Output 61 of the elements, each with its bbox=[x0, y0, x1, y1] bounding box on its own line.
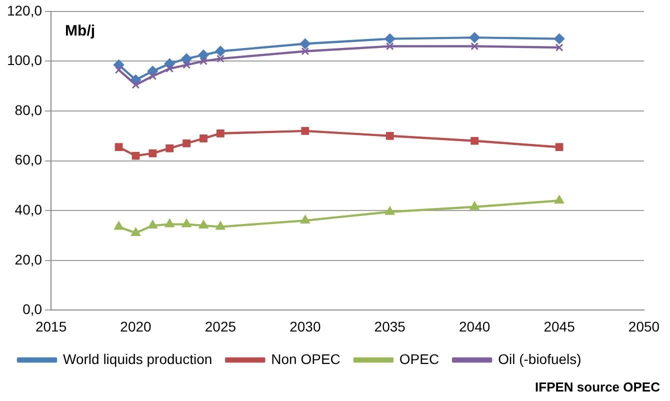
x-tick-label: 2050 bbox=[628, 318, 660, 334]
point bbox=[198, 50, 209, 60]
point bbox=[164, 219, 174, 228]
y-tick-label: 0,0 bbox=[22, 301, 42, 318]
point bbox=[148, 220, 158, 229]
point bbox=[114, 143, 123, 152]
x-tick-label: 2020 bbox=[120, 318, 152, 334]
point bbox=[182, 139, 190, 148]
point bbox=[215, 46, 226, 56]
point bbox=[470, 202, 480, 210]
point bbox=[132, 152, 140, 160]
point bbox=[182, 61, 190, 69]
legend-label: OPEC bbox=[399, 350, 440, 367]
y-tick-label: 100,0 bbox=[6, 52, 42, 68]
y-tick-label: 120,0 bbox=[6, 2, 42, 18]
x-tick-label: 2045 bbox=[544, 318, 576, 334]
x-tick-label: 2025 bbox=[204, 318, 236, 334]
point bbox=[555, 143, 564, 152]
point bbox=[182, 219, 192, 228]
point bbox=[114, 222, 124, 230]
point bbox=[181, 53, 192, 64]
point bbox=[554, 34, 565, 44]
point bbox=[300, 215, 310, 224]
text: IFPEN source OPEC bbox=[535, 380, 661, 395]
y-tick-label: 80,0 bbox=[14, 102, 42, 118]
y-tick-label: 60,0 bbox=[14, 152, 42, 168]
point bbox=[554, 195, 564, 204]
x-tick-label: 2030 bbox=[290, 318, 321, 334]
point bbox=[384, 34, 396, 44]
point bbox=[386, 42, 394, 50]
point bbox=[166, 144, 174, 152]
point bbox=[216, 129, 224, 138]
point bbox=[132, 80, 140, 89]
x-tick-label: 2035 bbox=[374, 318, 406, 334]
point bbox=[200, 57, 208, 66]
point bbox=[385, 206, 395, 215]
x-tick-label: 2015 bbox=[35, 318, 67, 334]
point bbox=[555, 44, 564, 52]
point bbox=[166, 64, 174, 73]
point bbox=[470, 136, 479, 145]
legend-label: Oil (-biofuels) bbox=[498, 350, 582, 367]
point bbox=[200, 134, 208, 142]
point bbox=[386, 132, 394, 140]
point bbox=[198, 220, 208, 229]
y-tick-label: 40,0 bbox=[14, 201, 42, 218]
point bbox=[300, 38, 310, 50]
legend-label: Non OPEC bbox=[271, 350, 340, 367]
point bbox=[301, 47, 310, 56]
point bbox=[114, 66, 123, 74]
x-tick-label: 2040 bbox=[459, 318, 490, 334]
legend-label: World liquids production bbox=[63, 350, 212, 367]
point bbox=[148, 149, 157, 158]
point bbox=[131, 228, 140, 236]
point bbox=[301, 126, 310, 135]
y-axis-title: Mb/j bbox=[65, 22, 96, 40]
point bbox=[148, 72, 157, 80]
point bbox=[469, 32, 480, 43]
point bbox=[216, 54, 224, 63]
point bbox=[470, 42, 479, 50]
point bbox=[216, 222, 226, 230]
y-tick-label: 20,0 bbox=[14, 251, 42, 268]
